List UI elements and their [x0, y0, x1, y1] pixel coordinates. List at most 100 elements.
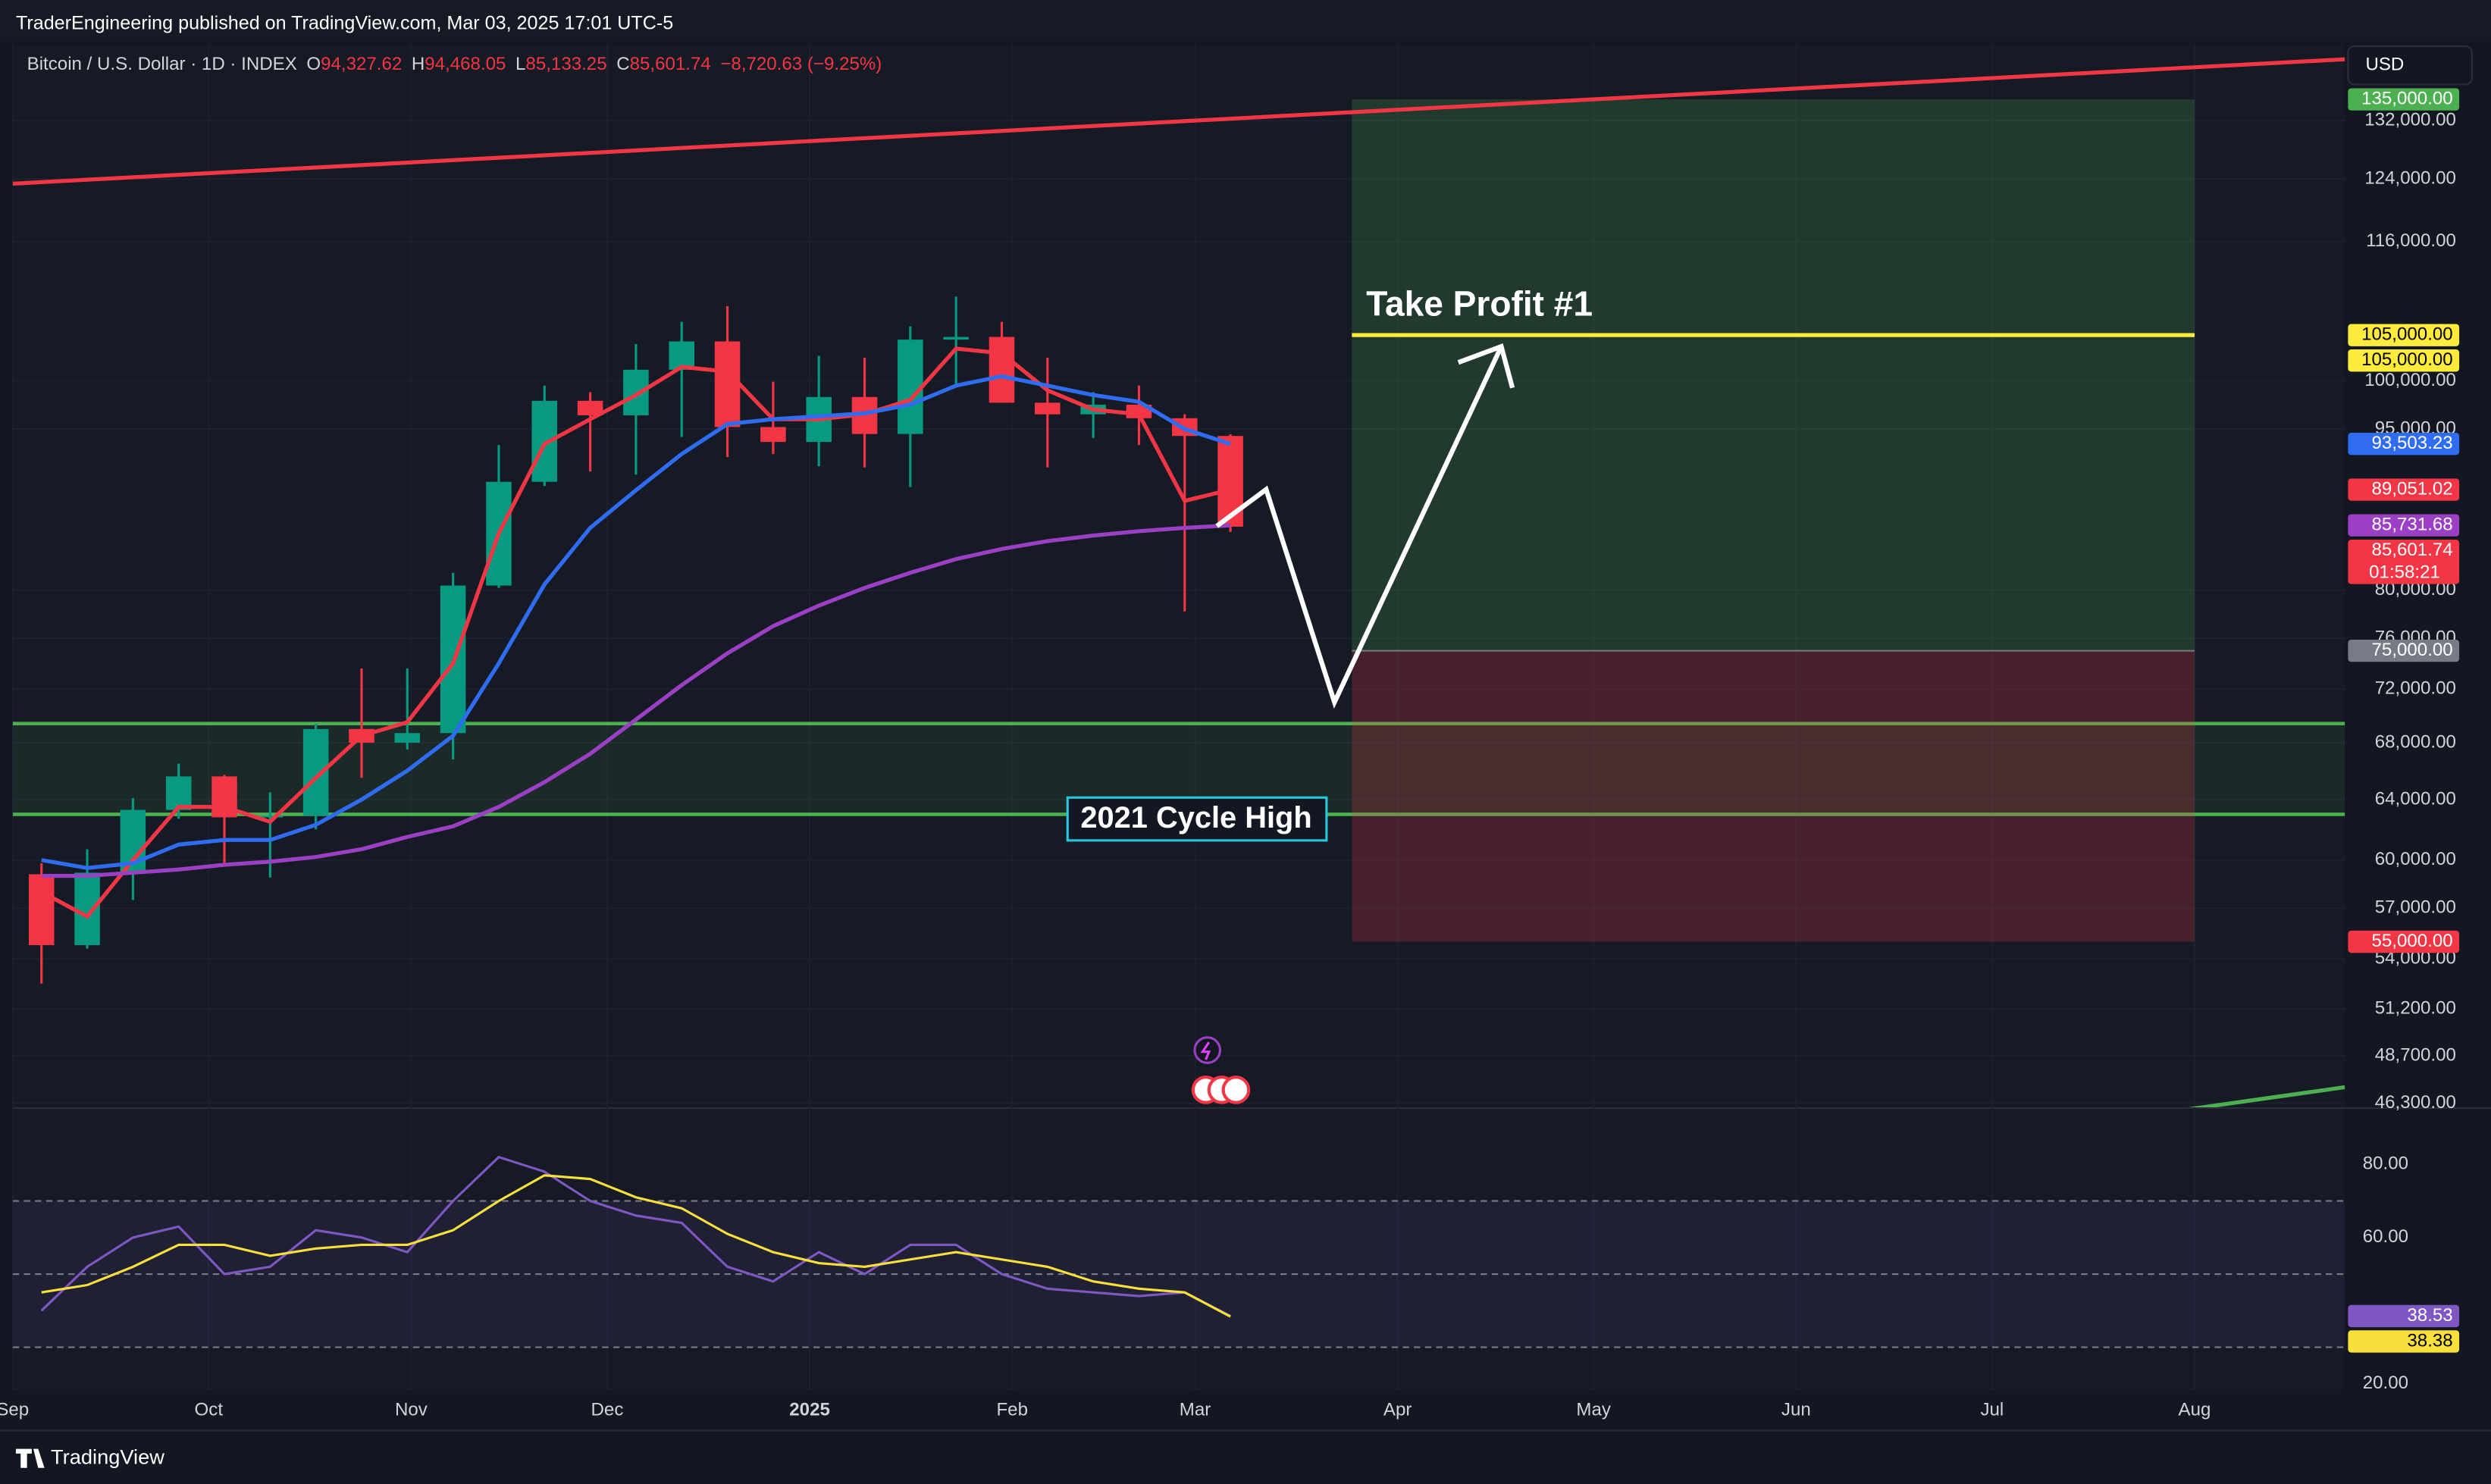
- countdown: 01:58:21: [2369, 562, 2440, 582]
- price-tag: [2348, 1330, 2460, 1353]
- price-tag: [2348, 349, 2460, 372]
- price-tag-label: 89,051.02: [2372, 478, 2453, 499]
- price-tag: [2348, 539, 2460, 584]
- ohlc-key: L: [515, 55, 525, 75]
- event-icon[interactable]: [1193, 1036, 1222, 1064]
- candle-body: [898, 340, 923, 434]
- y-tick-label: 51,200.00: [2375, 997, 2456, 1018]
- x-tick-label: May: [1576, 1400, 1611, 1420]
- change: −8,720.63 (−9.25%): [720, 55, 882, 75]
- candle-body: [302, 728, 329, 816]
- rsi-pane: [12, 1155, 2345, 1348]
- rsi-band: [12, 1201, 2345, 1348]
- price-tag: [2348, 930, 2460, 953]
- y-tick-label: 100,000.00: [2364, 370, 2456, 390]
- price-tag-label: 135,000.00: [2361, 88, 2453, 108]
- y-tick-label: 124,000.00: [2364, 168, 2456, 189]
- x-tick-label: Mar: [1180, 1400, 1211, 1420]
- candle-body: [394, 733, 421, 743]
- price-tag: [2348, 639, 2460, 662]
- ma-line: [40, 346, 1231, 919]
- ohlc-value: 94,327.62: [321, 55, 402, 75]
- candle-body: [74, 872, 100, 946]
- price-tag-label: 105,000.00: [2361, 349, 2453, 370]
- y-tick-label: 116,000.00: [2366, 230, 2456, 251]
- candle-body: [257, 816, 284, 818]
- plot-background: [12, 45, 2345, 1391]
- x-tick-label: Jul: [1980, 1400, 2004, 1420]
- price-tag-label: 75,000.00: [2372, 640, 2453, 660]
- price-tag: [2348, 88, 2460, 111]
- event-icon-bolt: [1200, 1041, 1211, 1060]
- ohlc-value: 85,601.74: [630, 55, 711, 75]
- labels: 132,000.00 124,000.00 116,000.00 100,000.00…: [0, 88, 2460, 1420]
- flag-icon[interactable]: [1221, 1075, 1251, 1104]
- x-tick-label: Apr: [1383, 1400, 1412, 1420]
- y-tick-label: 46,300.00: [2375, 1092, 2456, 1113]
- brand-logo: [15, 1448, 45, 1468]
- header-bar: [0, 0, 2491, 42]
- take-profit-label: Take Profit #1: [1366, 284, 1593, 324]
- trendline: [12, 57, 2345, 186]
- price-tag-label: 55,000.00: [2372, 931, 2453, 951]
- brand: TradingView: [51, 1445, 164, 1468]
- symbol: Bitcoin / U.S. Dollar · 1D · INDEX: [27, 55, 297, 75]
- y-tick-label: 80.00: [2363, 1154, 2408, 1174]
- zone-label: 2021 Cycle High: [1080, 801, 1311, 834]
- price-tag-label: 93,503.23: [2372, 433, 2453, 453]
- price-tag: [2348, 433, 2460, 456]
- zone-label-box: [1066, 796, 1328, 842]
- candle-body: [577, 400, 603, 415]
- rsi-line: [40, 1155, 1231, 1317]
- ohlc-value: 94,468.05: [425, 55, 506, 75]
- y-tick-label: 132,000.00: [2364, 109, 2456, 130]
- price-tag-label: 85,601.74: [2372, 540, 2453, 560]
- y-tick-label: 20.00: [2363, 1373, 2408, 1393]
- x-tick-label: Oct: [195, 1400, 224, 1420]
- y-tick-label: 68,000.00: [2375, 731, 2456, 752]
- grid: [11, 45, 2345, 1391]
- x-tick-label: Nov: [395, 1400, 428, 1420]
- ohlc-key: O: [306, 55, 321, 75]
- legend: Bitcoin / U.S. Dollar · 1D · INDEX O94,32…: [27, 55, 882, 75]
- currency-label[interactable]: USD: [2365, 55, 2404, 75]
- price-tag-label: 38.38: [2407, 1330, 2452, 1351]
- loss-zone: [1352, 650, 2195, 942]
- y-tick-label: 48,700.00: [2375, 1044, 2456, 1065]
- candle-body: [623, 369, 649, 415]
- candle-body: [714, 341, 741, 427]
- price-tag: [2348, 1304, 2460, 1328]
- currency-button[interactable]: [2347, 45, 2473, 86]
- candle-body: [28, 874, 55, 946]
- publisher-line: TraderEngineering published on TradingVi…: [16, 12, 673, 33]
- ohlc-value: 85,133.25: [525, 55, 606, 75]
- price-tag-label: 38.53: [2407, 1305, 2452, 1326]
- ma-line: [41, 374, 1231, 870]
- x-tick-label: Aug: [2179, 1400, 2211, 1420]
- price-tag-label: 85,731.68: [2372, 514, 2453, 534]
- profit-zone: [1352, 99, 2195, 651]
- price-tag: [2348, 324, 2460, 346]
- candle-body: [943, 337, 969, 340]
- y-tick-label: 72,000.00: [2375, 678, 2456, 699]
- ma-line: [41, 523, 1231, 878]
- price-tag: [2348, 478, 2460, 501]
- y-tick-label: 64,000.00: [2375, 788, 2456, 809]
- ohlc-key: C: [616, 55, 629, 75]
- price-tag: [2348, 514, 2460, 537]
- x-tick-label: Feb: [996, 1400, 1028, 1420]
- candle-body: [1035, 402, 1061, 415]
- candle-body: [989, 337, 1015, 403]
- arrow-head: [1457, 343, 1515, 389]
- y-tick-label: 60,000.00: [2375, 849, 2456, 869]
- y-tick-label: 60.00: [2363, 1226, 2408, 1247]
- price-tag-label: 105,000.00: [2361, 324, 2453, 345]
- x-tick-label: Sep: [0, 1400, 29, 1420]
- trendline: [2188, 1085, 2345, 1108]
- candle-body: [165, 776, 192, 810]
- x-tick-label: 2025: [789, 1400, 830, 1420]
- x-tick-label: Jun: [1781, 1400, 1811, 1420]
- y-tick-label: 57,000.00: [2375, 897, 2456, 918]
